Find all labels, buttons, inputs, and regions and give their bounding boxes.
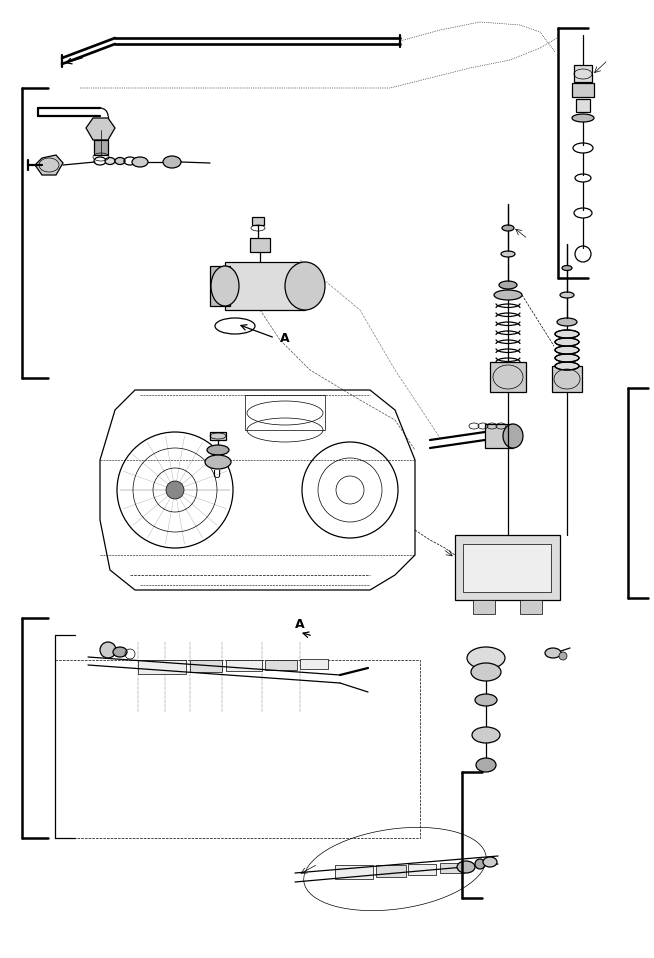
Ellipse shape xyxy=(205,455,231,469)
Bar xyxy=(245,395,325,430)
Ellipse shape xyxy=(115,157,125,165)
Bar xyxy=(138,660,186,674)
Bar xyxy=(252,217,264,225)
Ellipse shape xyxy=(475,694,497,706)
Circle shape xyxy=(166,481,184,499)
Ellipse shape xyxy=(211,266,239,306)
Text: U: U xyxy=(213,470,221,480)
Polygon shape xyxy=(35,155,63,175)
Ellipse shape xyxy=(105,157,115,165)
Ellipse shape xyxy=(545,648,561,658)
Ellipse shape xyxy=(501,251,515,257)
Bar xyxy=(520,600,542,614)
Ellipse shape xyxy=(499,281,517,289)
Ellipse shape xyxy=(471,663,501,681)
Ellipse shape xyxy=(494,290,522,300)
Bar xyxy=(376,865,406,877)
Ellipse shape xyxy=(113,647,127,657)
Bar xyxy=(335,865,373,879)
Ellipse shape xyxy=(483,857,497,867)
Bar xyxy=(473,600,495,614)
Ellipse shape xyxy=(562,265,572,270)
Circle shape xyxy=(559,652,567,660)
Ellipse shape xyxy=(555,362,579,370)
Ellipse shape xyxy=(555,330,579,338)
Ellipse shape xyxy=(207,445,229,455)
Bar xyxy=(190,660,222,672)
Ellipse shape xyxy=(503,424,523,448)
Bar xyxy=(94,140,108,155)
Bar xyxy=(455,535,560,600)
Ellipse shape xyxy=(502,225,514,231)
Bar xyxy=(265,660,297,670)
Bar xyxy=(463,544,551,592)
Bar xyxy=(300,659,328,669)
Bar xyxy=(440,863,464,873)
Ellipse shape xyxy=(467,647,505,669)
Polygon shape xyxy=(86,118,115,140)
Bar xyxy=(574,65,592,82)
Text: A: A xyxy=(295,618,305,631)
Bar xyxy=(572,83,594,97)
Bar xyxy=(485,424,513,448)
Bar xyxy=(210,432,226,440)
Ellipse shape xyxy=(476,758,496,772)
Bar xyxy=(250,238,270,252)
Ellipse shape xyxy=(163,156,181,168)
Ellipse shape xyxy=(572,114,594,122)
Polygon shape xyxy=(100,390,415,590)
Ellipse shape xyxy=(285,262,325,310)
Ellipse shape xyxy=(557,318,577,326)
Bar xyxy=(210,266,230,306)
Circle shape xyxy=(100,642,116,658)
Ellipse shape xyxy=(555,338,579,346)
Bar xyxy=(408,864,436,875)
Bar xyxy=(225,262,305,310)
Ellipse shape xyxy=(555,354,579,362)
Text: A: A xyxy=(280,332,290,345)
Bar xyxy=(552,366,582,392)
Circle shape xyxy=(475,859,485,869)
Ellipse shape xyxy=(457,861,475,873)
Ellipse shape xyxy=(555,346,579,354)
Bar xyxy=(576,99,590,112)
Ellipse shape xyxy=(560,292,574,298)
Bar xyxy=(490,362,526,392)
Bar xyxy=(226,660,262,671)
Bar xyxy=(55,660,420,838)
Ellipse shape xyxy=(472,727,500,743)
Ellipse shape xyxy=(132,157,148,167)
